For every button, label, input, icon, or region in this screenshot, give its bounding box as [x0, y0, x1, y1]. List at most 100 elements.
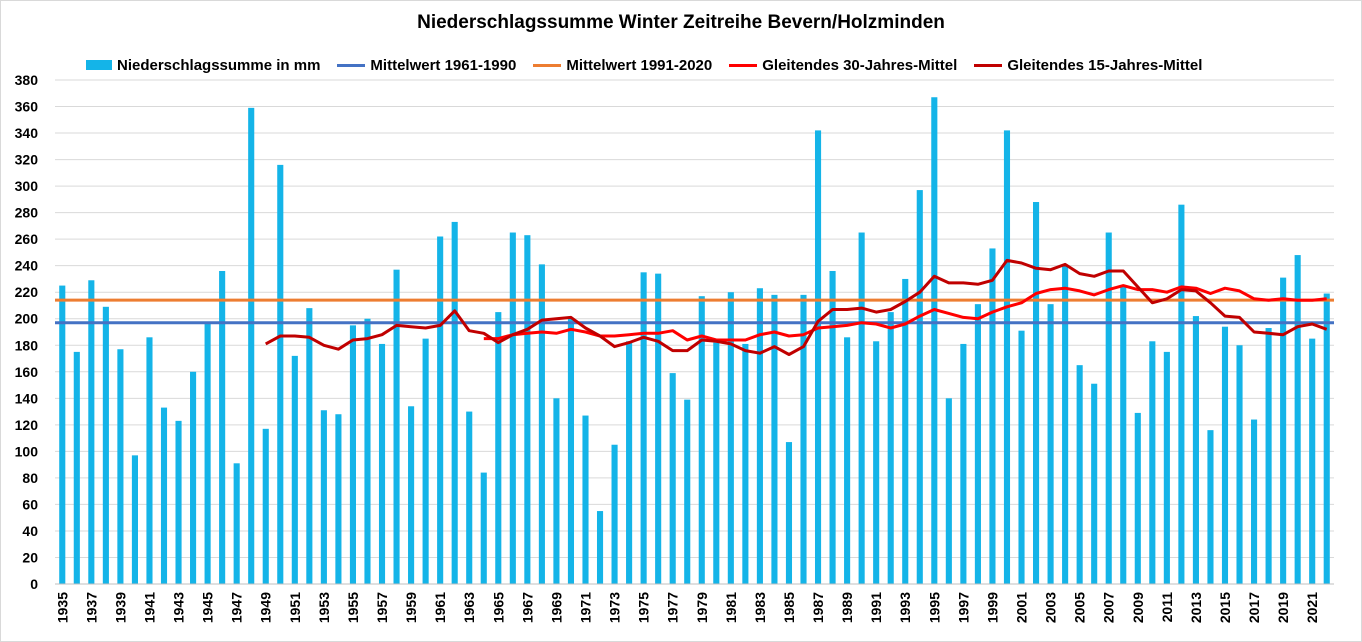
x-tick-label: 1985: [781, 592, 797, 623]
bar: [1251, 419, 1258, 584]
legend-item-moving-15: Gleitendes 15-Jahres-Mittel: [974, 57, 1202, 74]
bar: [931, 97, 938, 585]
legend-item-precipitation: Niederschlagssumme in mm: [86, 57, 320, 74]
bar: [1323, 293, 1330, 584]
y-tick-label: 320: [15, 152, 39, 168]
x-tick-label: 1937: [83, 592, 99, 623]
y-tick-label: 20: [22, 549, 38, 565]
bar: [378, 343, 386, 584]
y-tick-label: 160: [15, 364, 39, 380]
bar: [408, 406, 415, 584]
x-tick-label: 2019: [1275, 592, 1291, 623]
x-tick-label: 1983: [752, 592, 768, 623]
bar: [945, 398, 952, 584]
x-tick-label: 1959: [403, 592, 419, 623]
x-tick-label: 1971: [578, 592, 594, 623]
bar: [1192, 316, 1199, 584]
bar: [684, 399, 691, 584]
bar: [320, 410, 327, 584]
legend-label-mean-1961-1990: Mittelwert 1961-1990: [370, 56, 517, 74]
x-tick-label: 1935: [54, 592, 70, 623]
bar: [1265, 328, 1272, 584]
bar: [277, 164, 284, 584]
moving-average-line: [264, 258, 1328, 356]
bar: [582, 415, 589, 584]
bar: [495, 312, 502, 584]
bar: [204, 322, 211, 584]
bar: [291, 355, 298, 584]
x-tick-label: 1987: [810, 592, 826, 623]
bar: [451, 221, 458, 585]
y-tick-label: 180: [15, 337, 39, 353]
bar: [1236, 345, 1243, 584]
legend-item-mean-1991-2020: Mittelwert 1991-2020: [533, 57, 712, 74]
y-tick-label: 200: [15, 311, 39, 327]
x-tick-label: 1977: [665, 592, 681, 623]
y-tick-label: 100: [15, 443, 39, 459]
bar: [611, 444, 618, 584]
x-tick-label: 2015: [1217, 592, 1233, 623]
bar: [902, 278, 909, 584]
bar: [785, 442, 793, 584]
bar: [655, 273, 662, 584]
x-tick-label: 1989: [839, 592, 855, 623]
bar: [1280, 277, 1287, 584]
bar: [596, 511, 604, 584]
x-tick-label: 1995: [926, 592, 942, 623]
bar: [117, 349, 124, 584]
bar: [131, 455, 138, 584]
x-tick-label: 1997: [955, 592, 971, 623]
bar: [858, 232, 865, 585]
x-tick-label: 2003: [1043, 592, 1059, 623]
x-tick-label: 1941: [142, 592, 158, 623]
bar: [1047, 304, 1054, 584]
y-tick-label: 360: [15, 99, 39, 115]
x-tick-label: 1955: [345, 592, 361, 623]
legend-item-mean-1961-1990: Mittelwert 1961-1990: [337, 57, 516, 74]
legend-swatch-moving-15: [974, 63, 1003, 67]
x-tick-label: 1969: [548, 592, 564, 623]
y-tick-label: 220: [15, 284, 39, 300]
x-tick-label: 1963: [461, 592, 477, 623]
bar: [887, 312, 894, 584]
bar: [800, 294, 807, 584]
bar: [59, 285, 66, 584]
bar: [146, 337, 153, 584]
bar: [480, 472, 487, 584]
x-tick-label: 1943: [171, 592, 187, 623]
y-tick-label: 40: [22, 523, 38, 539]
y-tick-label: 260: [15, 231, 39, 247]
bar: [306, 308, 313, 584]
bar: [1062, 265, 1069, 584]
bar: [698, 296, 705, 584]
x-tick-label: 2013: [1188, 592, 1204, 623]
y-tick-label: 280: [15, 205, 39, 221]
bar: [1018, 330, 1025, 584]
y-tick-label: 0: [30, 576, 38, 592]
x-tick-label: 2001: [1014, 592, 1030, 623]
bar: [88, 280, 95, 584]
bar: [669, 373, 676, 584]
y-tick-label: 340: [15, 125, 39, 141]
x-tick-label: 1953: [316, 592, 332, 623]
x-tick-label: 1945: [200, 592, 216, 623]
x-tick-label: 1951: [287, 592, 303, 623]
y-tick-label: 140: [15, 390, 39, 406]
bar: [1309, 338, 1316, 584]
x-tick-label: 2009: [1130, 592, 1146, 623]
legend-swatch-mean-1961-1990: [337, 63, 366, 67]
legend-label-moving-30: Gleitendes 30-Jahres-Mittel: [762, 56, 958, 74]
bar: [349, 325, 357, 584]
x-tick-label: 2005: [1072, 592, 1088, 623]
bar: [814, 130, 822, 584]
bar: [567, 318, 575, 584]
bar: [364, 318, 371, 584]
bar: [219, 270, 226, 584]
y-tick-label: 60: [22, 496, 38, 512]
bar: [1120, 285, 1127, 584]
bar: [916, 190, 923, 584]
x-tick-label: 1999: [984, 592, 1000, 623]
bar: [1105, 232, 1112, 585]
x-tick-label: 2017: [1246, 592, 1262, 623]
bar: [742, 343, 749, 584]
